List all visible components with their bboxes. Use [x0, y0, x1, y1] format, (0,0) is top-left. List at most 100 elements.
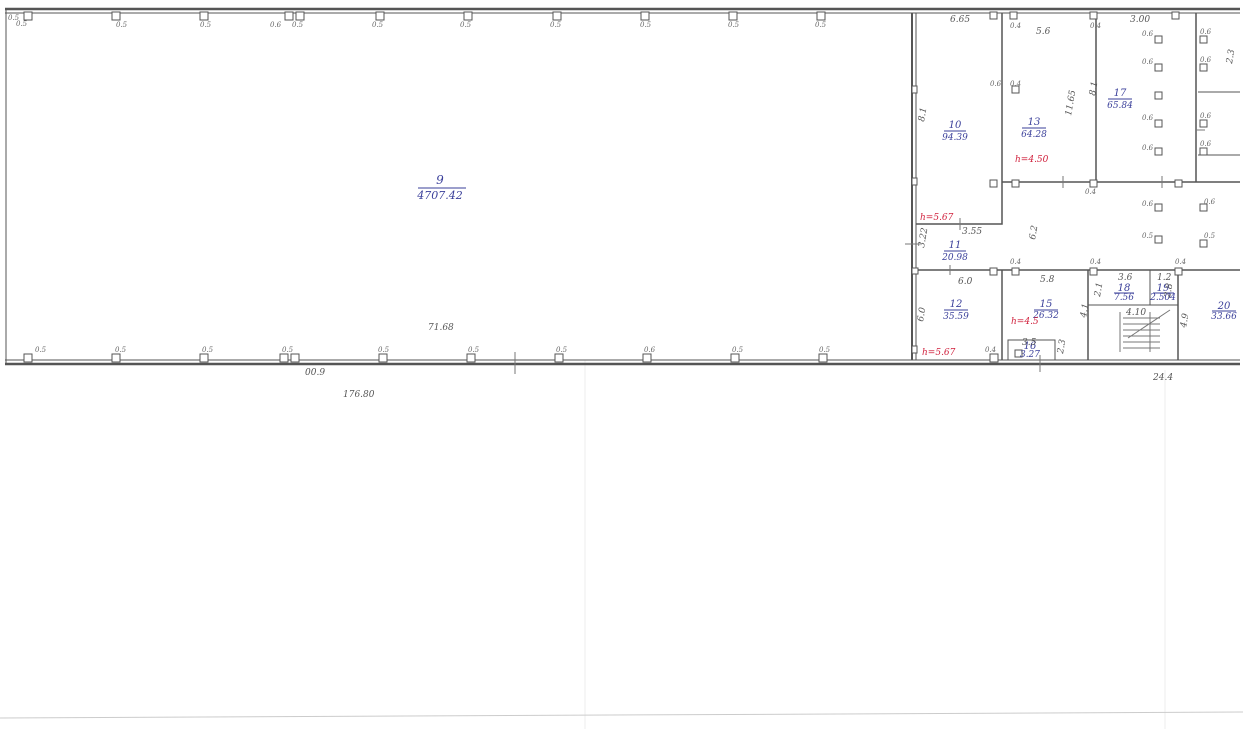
bottom-column-labels: 0.5 0.5 0.5 0.5 0.5 0.5 0.5 0.6 0.5 0.5 …	[35, 346, 996, 354]
svg-text:0.5: 0.5	[1204, 232, 1216, 240]
col-label: 0.5	[640, 21, 652, 29]
svg-text:3.00: 3.00	[1130, 15, 1150, 25]
col-label: 0.5	[732, 346, 744, 354]
column-marker	[466, 353, 476, 363]
col-label: 0.5	[282, 346, 294, 354]
svg-text:33.66: 33.66	[1211, 312, 1237, 322]
svg-text:6.65: 6.65	[950, 15, 970, 25]
col-label: 0.5	[116, 21, 128, 29]
column-marker	[23, 353, 33, 363]
svg-text:20: 20	[1217, 301, 1231, 312]
svg-text:0.6: 0.6	[1200, 140, 1212, 148]
total-length-label: 176.80	[343, 390, 375, 400]
column-marker	[279, 353, 289, 363]
bottom-columns	[23, 353, 999, 363]
svg-text:0.6: 0.6	[1142, 58, 1154, 66]
height-label: h=5.67	[922, 348, 956, 358]
svg-text:2.3: 2.3	[1056, 338, 1069, 355]
hall-area: 4707.42	[416, 189, 463, 202]
col-label: 0.5	[819, 346, 831, 354]
office-column-labels: 0.6 0.6 0.6 0.6 0.6 0.6 0.6 0.6 0.6 0.6 …	[990, 22, 1216, 266]
svg-text:3.6: 3.6	[1118, 273, 1133, 283]
svg-text:16: 16	[1024, 341, 1037, 352]
column-marker	[295, 11, 305, 21]
room-17-label: 17 65.84	[1107, 88, 1133, 111]
svg-text:7.56: 7.56	[1114, 293, 1134, 303]
col-label: 0.6	[270, 21, 282, 29]
room-10-label: 10 94.39	[942, 120, 968, 143]
col-label: 0.5	[35, 346, 47, 354]
col-label: 0.5	[728, 21, 740, 29]
col-label: 0.5	[292, 21, 304, 29]
col-label: 0.5	[202, 346, 214, 354]
room-16-label: 16 3.27	[1020, 341, 1040, 360]
svg-text:6.2: 6.2	[1028, 224, 1040, 240]
svg-text:94.39: 94.39	[942, 133, 968, 143]
svg-text:0.6: 0.6	[1200, 56, 1212, 64]
svg-text:3.22: 3.22	[917, 227, 930, 249]
svg-text:0.4: 0.4	[1010, 80, 1021, 88]
top-column-labels: 0.5 0.5 0.5 0.5 0.6 0.5 0.5 0.5 0.5 0.5 …	[8, 14, 827, 29]
svg-text:0.6: 0.6	[1142, 144, 1154, 152]
svg-text:4.1: 4.1	[1079, 303, 1092, 320]
svg-text:0.6: 0.6	[1142, 114, 1154, 122]
svg-text:2.1: 2.1	[1093, 282, 1106, 299]
svg-text:65.84: 65.84	[1107, 101, 1133, 111]
svg-text:2.3: 2.3	[1225, 48, 1238, 65]
svg-text:6.0: 6.0	[958, 277, 973, 287]
column-marker	[284, 11, 294, 21]
svg-text:1.2: 1.2	[1157, 273, 1172, 283]
paper-bottom-edge	[0, 711, 1243, 719]
partitions	[911, 13, 1240, 360]
svg-text:8.1: 8.1	[917, 107, 929, 123]
svg-text:4.10: 4.10	[1125, 308, 1146, 318]
svg-text:0.6: 0.6	[1200, 28, 1212, 36]
column-marker	[463, 11, 473, 21]
svg-text:0.6: 0.6	[1200, 112, 1212, 120]
dimension-labels: 176.80 71.68 00.9 24.4 6.65 5.6 11.65 3.…	[305, 15, 1237, 400]
svg-text:2.504: 2.504	[1149, 293, 1176, 303]
column-marker	[290, 353, 300, 363]
bottom-dim-label: 00.9	[305, 368, 325, 378]
main-hall-label: 9 4707.42	[416, 173, 466, 202]
svg-text:0.4: 0.4	[1010, 258, 1021, 266]
svg-text:13: 13	[1028, 117, 1041, 128]
dimension-ticks	[905, 129, 1205, 372]
svg-text:18: 18	[1118, 283, 1131, 294]
room-10-wall	[916, 13, 1003, 225]
svg-text:3.5: 3.5	[1022, 338, 1037, 348]
svg-text:0.6: 0.6	[1142, 200, 1154, 208]
column-marker	[375, 11, 385, 21]
height-label: h=5.67	[920, 213, 954, 223]
room-11-label: 11 20.98	[941, 240, 968, 263]
column-marker	[23, 11, 33, 21]
column-marker	[642, 353, 652, 363]
svg-text:0.4: 0.4	[1090, 258, 1101, 266]
col-label: 0.5	[556, 346, 568, 354]
svg-text:64.28: 64.28	[1021, 130, 1047, 140]
hall-number: 9	[436, 173, 444, 187]
svg-text:11.65: 11.65	[1064, 89, 1078, 116]
svg-text:4.9: 4.9	[1179, 312, 1192, 329]
svg-text:20.98: 20.98	[941, 253, 968, 263]
svg-text:0.4: 0.4	[1090, 22, 1101, 30]
col-label: 0.5	[815, 21, 827, 29]
svg-text:11: 11	[949, 240, 962, 251]
room-13-label: 13 64.28	[1021, 117, 1047, 140]
column-marker	[199, 11, 209, 21]
height-labels: h=5.67 h=4.50 h=4.5 h=5.67	[920, 155, 1049, 358]
svg-text:0.6: 0.6	[1204, 198, 1216, 206]
svg-text:0.4: 0.4	[1085, 188, 1096, 196]
room-20-label: 20 33.66	[1211, 301, 1237, 322]
room-19-label: 19 2.504	[1149, 283, 1176, 303]
top-columns	[23, 11, 826, 21]
column-marker	[730, 353, 740, 363]
svg-text:12: 12	[950, 299, 963, 310]
col-label: 0.6	[644, 346, 656, 354]
svg-text:0.6: 0.6	[990, 80, 1002, 88]
svg-text:19: 19	[1157, 283, 1170, 294]
svg-text:10: 10	[949, 120, 962, 131]
column-marker	[816, 11, 826, 21]
column-marker	[554, 353, 564, 363]
